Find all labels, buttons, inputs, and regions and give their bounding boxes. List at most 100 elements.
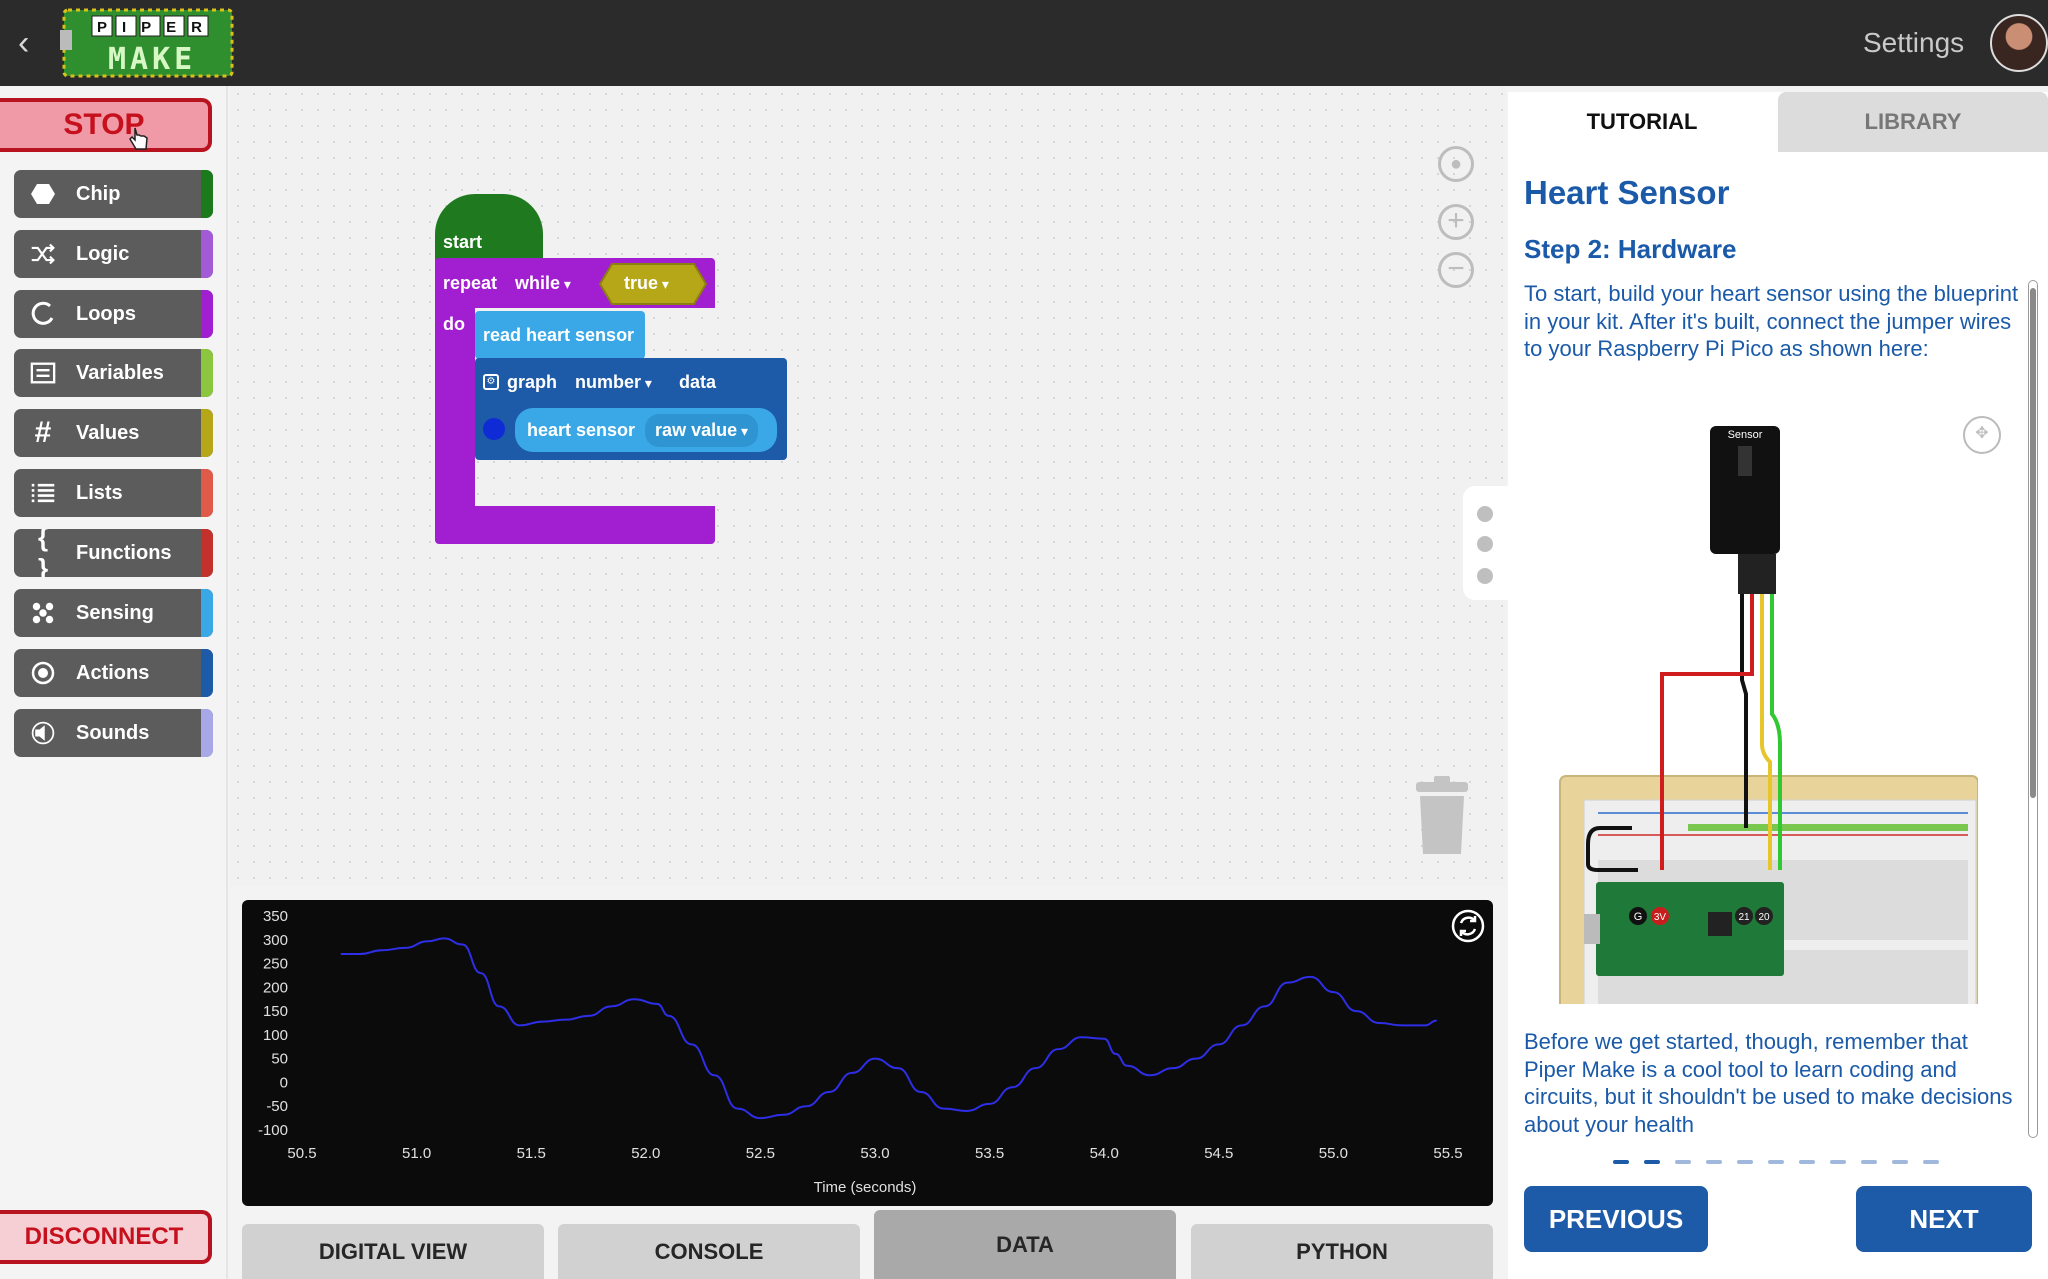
data-point [1115, 1053, 1117, 1055]
piper-make-logo[interactable]: PIPER MAKE [60, 8, 234, 78]
gear-icon[interactable]: ⚙ [483, 374, 499, 390]
sensor-label: Sensor [1728, 429, 1763, 441]
data-point [1264, 1005, 1266, 1007]
data-point [1424, 1024, 1426, 1026]
category-color-swatch [201, 290, 213, 338]
read-heart-sensor-block[interactable]: read heart sensor [475, 311, 645, 359]
tab-library[interactable]: LIBRARY [1778, 92, 2048, 152]
progress-dot [1861, 1160, 1877, 1164]
progress-dot [1892, 1160, 1908, 1164]
data-point [656, 1003, 658, 1005]
speaker-icon [14, 720, 60, 746]
data-point [920, 1091, 922, 1093]
data-point [668, 1015, 670, 1017]
previous-button[interactable]: PREVIOUS [1524, 1186, 1708, 1252]
stop-button[interactable]: STOP [0, 98, 212, 152]
y-tick-label: 150 [263, 1003, 288, 1020]
disconnect-button[interactable]: DISCONNECT [0, 1210, 212, 1264]
tutorial-panel: TUTORIAL LIBRARY Heart Sensor Step 2: Ha… [1508, 92, 2048, 1279]
data-point [358, 953, 360, 955]
data-chart-panel: 350 300 250 200 150 100 50 0 -50 -100 50.5 51.0 51.… [242, 900, 1493, 1206]
data-point [1218, 1043, 1220, 1045]
start-block[interactable]: start [435, 194, 543, 264]
y-tick-label: 350 [263, 908, 288, 925]
refresh-icon[interactable] [1450, 908, 1486, 944]
category-variables[interactable]: Variables [14, 349, 213, 397]
x-tick-label: 54.5 [1204, 1145, 1233, 1162]
category-color-swatch [201, 709, 213, 757]
y-tick-label: 50 [271, 1051, 288, 1068]
top-bar: ‹ PIPER MAKE Settings [0, 0, 2048, 86]
y-tick-label: -50 [266, 1098, 288, 1115]
data-point [714, 1074, 716, 1076]
expand-image-icon[interactable]: ✥ [1963, 416, 2001, 454]
number-dropdown[interactable]: number [575, 372, 652, 393]
tutorial-title: Heart Sensor [1524, 174, 1730, 211]
category-sounds[interactable]: Sounds [14, 709, 213, 757]
tutorial-scrollbar-thumb[interactable] [2030, 288, 2036, 798]
tab-python[interactable]: PYTHON [1191, 1224, 1493, 1279]
progress-dot [1923, 1160, 1939, 1164]
data-point [498, 1005, 500, 1007]
avatar[interactable] [1990, 14, 2048, 72]
category-lists[interactable]: Lists [14, 469, 213, 517]
data-point [381, 949, 383, 951]
chevron-left-icon[interactable]: ‹ [18, 24, 30, 62]
zoom-out-icon[interactable]: − [1438, 252, 1474, 288]
hand-cursor-icon [129, 127, 148, 150]
tutorial-scrollbar[interactable] [2028, 280, 2038, 1138]
start-label: start [443, 232, 483, 252]
tab-digital-view[interactable]: DIGITAL VIEW [242, 1224, 544, 1279]
data-point [443, 937, 445, 939]
category-actions[interactable]: Actions [14, 649, 213, 697]
data-point [782, 1114, 784, 1116]
category-sensing[interactable]: Sensing [14, 589, 213, 637]
data-point [340, 953, 342, 955]
category-label: Functions [76, 541, 172, 564]
tutorial-note-text: Before we get started, though, remember … [1524, 1029, 2013, 1137]
category-logic[interactable]: Logic [14, 230, 213, 278]
panel-resize-handle[interactable] [1463, 486, 1508, 600]
data-point [480, 972, 482, 974]
y-tick-label: 100 [263, 1027, 288, 1044]
data-point [1378, 1022, 1380, 1024]
category-chip[interactable]: Chip [14, 170, 213, 218]
while-dropdown[interactable]: while [515, 273, 571, 294]
variable-icon [14, 361, 60, 385]
x-tick-label: 52.5 [746, 1145, 775, 1162]
true-dropdown[interactable]: true [624, 273, 669, 294]
category-values[interactable]: # Values [14, 409, 213, 457]
progress-dot [1613, 1160, 1629, 1164]
category-label: Variables [76, 361, 164, 384]
recenter-icon[interactable]: ● [1438, 146, 1474, 182]
data-point [1103, 1038, 1105, 1040]
zoom-in-icon[interactable]: + [1438, 204, 1474, 240]
data-point [1195, 1058, 1197, 1060]
progress-dot [1799, 1160, 1815, 1164]
tutorial-intro-text: To start, build your heart sensor using … [1524, 281, 2019, 361]
shuffle-icon [14, 243, 60, 265]
heart-sensor-value-block[interactable]: heart sensor raw value [515, 408, 777, 452]
category-label: Chip [76, 182, 121, 205]
progress-dot [1706, 1160, 1722, 1164]
block-workspace[interactable]: start repeat while do true read heart se… [230, 86, 1506, 886]
data-point [542, 1021, 544, 1023]
next-button[interactable]: NEXT [1856, 1186, 2032, 1252]
tab-data[interactable]: DATA [874, 1210, 1176, 1279]
category-loops[interactable]: Loops [14, 290, 213, 338]
raw-value-dropdown[interactable]: raw value [645, 413, 759, 447]
do-label: do [443, 314, 465, 334]
data-point [1057, 1048, 1059, 1050]
category-color-swatch [201, 589, 213, 637]
progress-dot [1768, 1160, 1784, 1164]
trash-icon[interactable] [1414, 776, 1470, 856]
data-point [1309, 976, 1311, 978]
tab-tutorial[interactable]: TUTORIAL [1508, 92, 1776, 152]
tutorial-progress [1613, 1160, 1953, 1166]
tab-console[interactable]: CONSOLE [558, 1224, 860, 1279]
category-functions[interactable]: { } Functions [14, 529, 213, 577]
data-point [1034, 1067, 1036, 1069]
settings-link[interactable]: Settings [1863, 27, 1965, 58]
data-point [404, 947, 406, 949]
y-tick-label: -100 [258, 1122, 288, 1139]
